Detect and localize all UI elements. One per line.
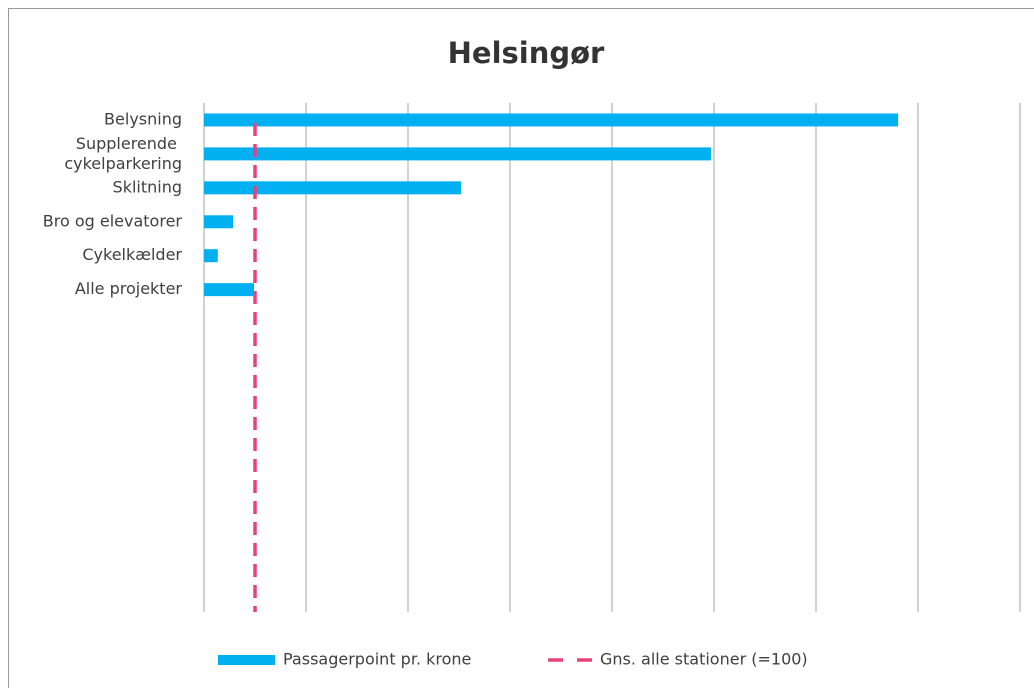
bar <box>204 249 218 263</box>
y-tick-label: Alle projekter <box>75 279 183 298</box>
bar <box>204 283 254 297</box>
y-tick-label: Belysning <box>104 109 182 128</box>
bar <box>204 113 899 127</box>
y-tick-label: Sklitning <box>113 177 182 196</box>
y-tick-label: Cykelkælder <box>82 245 182 264</box>
legend-label: Gns. alle stationer (=100) <box>600 650 808 669</box>
chart-title: Helsingør <box>448 36 605 70</box>
y-tick-label: Bro og elevatorer <box>43 211 183 230</box>
bar <box>204 181 462 195</box>
y-tick-label: Supplerende cykelparkering <box>64 134 182 173</box>
bar <box>204 215 234 229</box>
bar <box>204 147 711 161</box>
legend-swatch <box>218 655 275 665</box>
legend-label: Passagerpoint pr. krone <box>283 650 471 669</box>
